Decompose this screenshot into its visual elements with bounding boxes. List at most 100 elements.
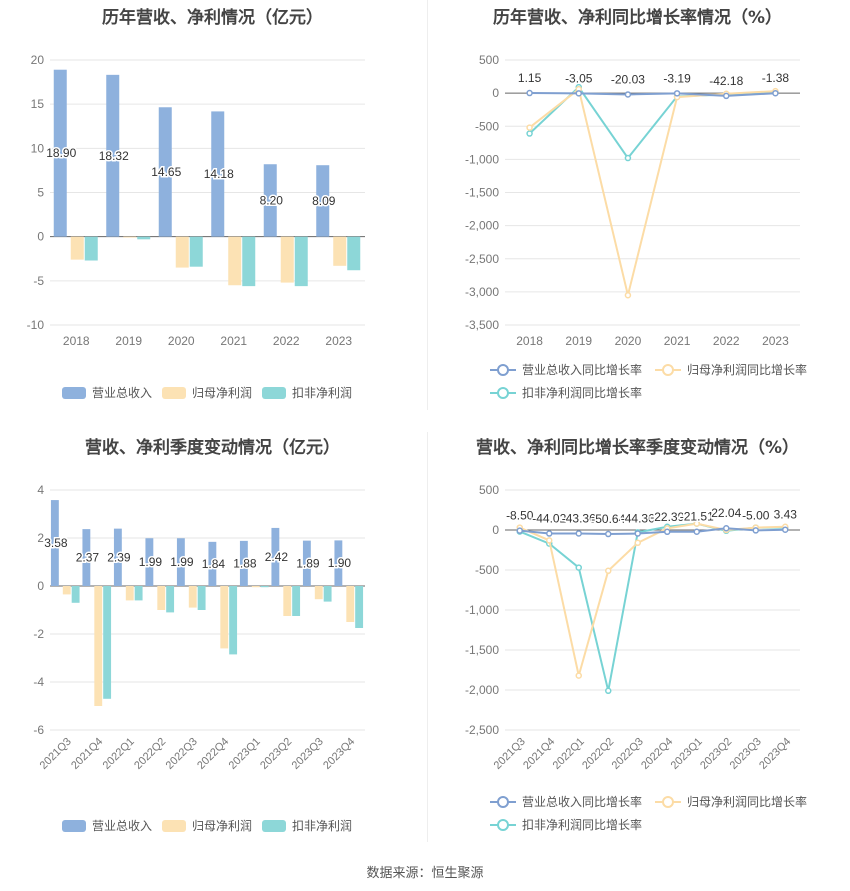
legend-item[interactable]: 归母净利润 — [162, 817, 252, 834]
bar-net-profit — [280, 236, 294, 283]
bar-net-profit — [228, 236, 242, 286]
y-tick-label: 5 — [37, 186, 44, 200]
bar-data-label: 1.99 — [170, 555, 194, 569]
x-tick-label: 2021 — [220, 334, 247, 348]
data-point — [723, 524, 730, 532]
data-point — [546, 537, 553, 544]
data-point — [575, 530, 582, 537]
y-tick-label: -1,500 — [465, 643, 499, 657]
x-tick-label: 2022 — [713, 334, 740, 348]
bar-deducted-net-profit — [84, 236, 98, 261]
legend-item[interactable]: 营业总收入同比增长率 — [490, 361, 642, 378]
bar-deducted-net-profit — [347, 236, 361, 271]
legend-item[interactable]: 扣非净利润 — [262, 817, 352, 834]
legend-label: 归母净利润同比增长率 — [687, 363, 808, 377]
y-tick-label: 500 — [479, 53, 499, 67]
series-line-net-profit-growth — [528, 87, 776, 296]
data-point — [693, 528, 700, 535]
legend-item[interactable]: 营业总收入 — [62, 384, 152, 401]
legend-item[interactable]: 扣非净利润同比增长率 — [490, 384, 642, 401]
data-point — [546, 530, 553, 537]
legend-swatch — [490, 795, 516, 808]
point-data-label: -1.38 — [762, 71, 790, 85]
legend-item[interactable]: 归母净利润 — [162, 384, 252, 401]
bar-deducted-net-profit — [197, 586, 206, 610]
bar-deducted-net-profit — [294, 236, 308, 287]
chart-title: 营收、净利季度变动情况（亿元） — [85, 438, 340, 458]
bar-revenue — [53, 69, 67, 237]
y-tick-label: 10 — [31, 141, 45, 155]
legend-label: 扣非净利润 — [292, 386, 353, 400]
x-tick-label: 2022Q2 — [580, 736, 616, 772]
data-point — [634, 539, 641, 547]
y-tick-label: 0 — [37, 230, 44, 244]
bar-data-label: 1.88 — [233, 556, 257, 570]
data-point — [575, 672, 582, 679]
y-tick-label: 0 — [37, 579, 44, 593]
x-tick-label: 2023Q4 — [757, 736, 793, 772]
data-point — [634, 530, 641, 537]
legend-label: 扣非净利润 — [292, 819, 353, 833]
bar-net-profit — [333, 236, 347, 266]
quarterly-revenue-profit-panel: 营收、净利季度变动情况（亿元） -6 -4 -2 0 2 4 2021Q3 2021Q4 202… — [0, 430, 425, 860]
legend-item[interactable]: 归母净利润同比增长率 — [655, 361, 807, 378]
legend-item[interactable]: 营业总收入同比增长率 — [490, 793, 642, 810]
data-point — [772, 89, 779, 97]
bar-data-label: 8.09 — [312, 194, 336, 208]
point-data-label: 3.43 — [774, 508, 798, 522]
series-line-net-profit-growth — [519, 522, 786, 676]
point-data-label: -3.05 — [565, 71, 593, 85]
point-data-label: 22.04 — [711, 506, 741, 520]
x-tick-label: 2023Q1 — [669, 736, 705, 772]
y-tick-label: 0 — [492, 86, 499, 100]
legend-swatch — [490, 363, 516, 376]
x-tick-label: 2023 — [762, 334, 789, 348]
bar-revenue — [158, 107, 172, 237]
legend-item[interactable]: 归母净利润同比增长率 — [655, 793, 807, 810]
legend-swatch — [62, 819, 86, 832]
y-tick-label: -2,000 — [465, 683, 499, 697]
bar-net-profit — [157, 586, 166, 610]
data-point — [664, 528, 671, 536]
x-tick-label: 2023Q2 — [698, 736, 734, 772]
bar-deducted-net-profit — [292, 586, 301, 616]
y-tick-label: -3,500 — [465, 318, 499, 332]
data-point — [624, 91, 632, 98]
bar-net-profit — [94, 586, 103, 706]
bar-net-profit — [346, 586, 355, 622]
series-line-revenue-growth — [529, 92, 776, 97]
bar-deducted-net-profit — [137, 236, 151, 240]
x-tick-label: 2022Q4 — [195, 736, 231, 772]
y-tick-label: -1,500 — [465, 186, 499, 200]
bar-data-label: 8.20 — [260, 193, 284, 207]
legend-swatch — [490, 386, 516, 399]
legend-label: 归母净利润同比增长率 — [687, 795, 808, 809]
data-point — [526, 124, 533, 131]
x-tick-label: 2023 — [325, 334, 352, 348]
y-tick-label: -2 — [33, 627, 44, 641]
legend-item[interactable]: 扣非净利润同比增长率 — [490, 816, 642, 833]
y-tick-label: -6 — [33, 723, 44, 737]
legend-swatch — [262, 386, 286, 399]
bar-data-label: 1.84 — [202, 557, 226, 571]
series-line-deducted-net-profit-growth — [519, 522, 786, 692]
quarterly-growth-panel: 营收、净利同比增长率季度变动情况（%） -2,500 -2,000 -1,500 -1… — [425, 430, 850, 860]
y-tick-label: -1,000 — [465, 603, 499, 617]
legend-item[interactable]: 扣非净利润 — [262, 384, 352, 401]
data-point — [516, 527, 523, 534]
bar-revenue — [239, 540, 248, 586]
bar-net-profit — [314, 586, 323, 600]
legend-label: 归母净利润 — [192, 386, 253, 400]
x-tick-label: 2021Q3 — [38, 736, 74, 772]
data-point — [624, 154, 632, 162]
y-tick-label: 2 — [37, 531, 44, 545]
legend-label: 营业总收入同比增长率 — [522, 363, 643, 377]
legend-item[interactable]: 营业总收入 — [62, 817, 152, 834]
data-point — [605, 687, 612, 695]
bar-deducted-net-profit — [355, 586, 364, 628]
x-tick-label: 2021Q4 — [521, 736, 557, 772]
x-tick-label: 2018 — [516, 334, 543, 348]
x-tick-label: 2019 — [565, 334, 592, 348]
bar-data-label: 18.32 — [99, 149, 129, 163]
chart-title: 营收、净利同比增长率季度变动情况（%） — [475, 438, 800, 458]
